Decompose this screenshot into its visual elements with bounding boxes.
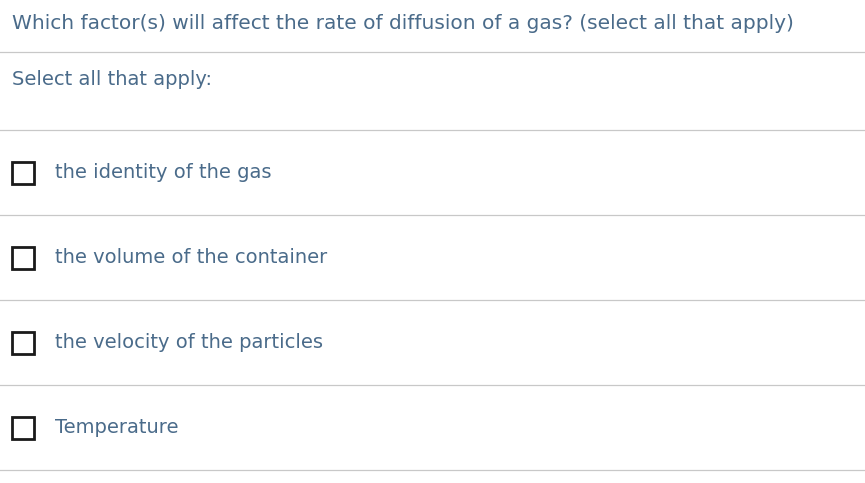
Bar	[12, 161, 34, 184]
Text: Temperature: Temperature	[55, 418, 178, 437]
Text: the velocity of the particles: the velocity of the particles	[55, 333, 323, 352]
Bar	[12, 416, 34, 439]
Text: Select all that apply:: Select all that apply:	[12, 70, 212, 89]
Text: the volume of the container: the volume of the container	[55, 248, 327, 267]
Bar	[12, 331, 34, 354]
Bar	[12, 246, 34, 269]
Text: Which factor(s) will affect the rate of diffusion of a gas? (select all that app: Which factor(s) will affect the rate of …	[12, 14, 794, 33]
Text: the identity of the gas: the identity of the gas	[55, 163, 272, 182]
